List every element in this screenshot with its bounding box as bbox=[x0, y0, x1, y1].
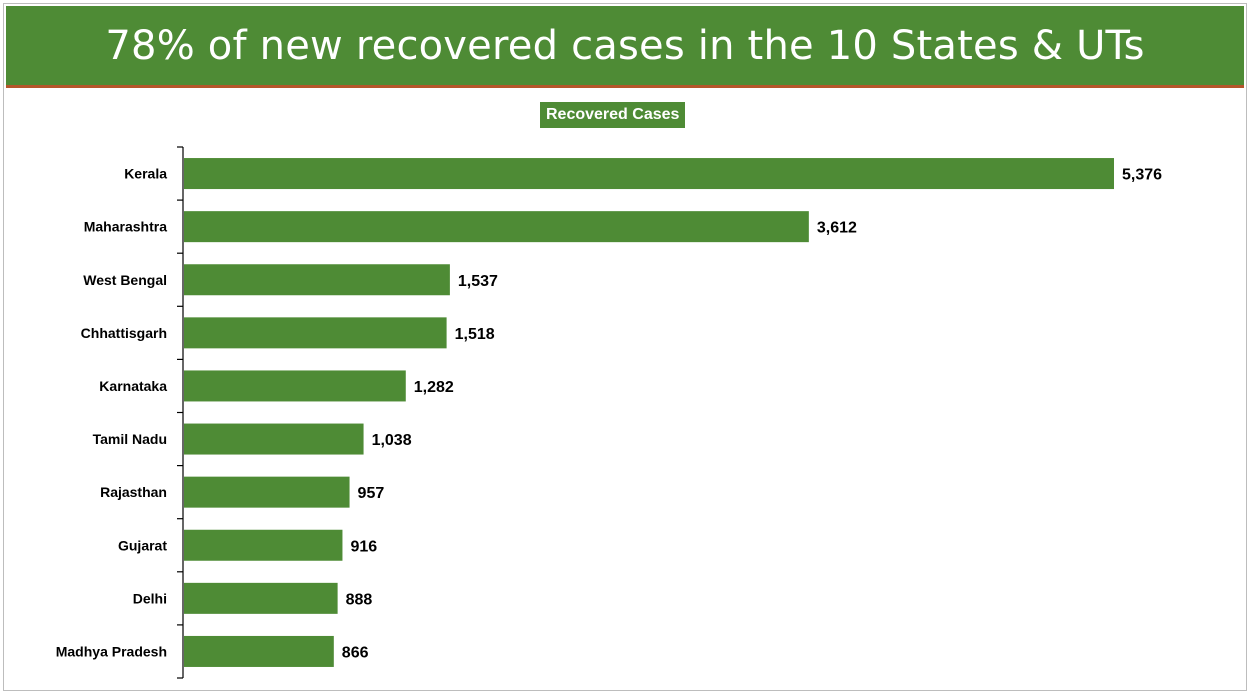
bar bbox=[184, 317, 447, 349]
data-label: 1,038 bbox=[372, 432, 412, 449]
category-label: Gujarat bbox=[118, 537, 167, 553]
title-banner: 78% of new recovered cases in the 10 Sta… bbox=[6, 6, 1244, 88]
data-label: 3,612 bbox=[817, 220, 857, 237]
bar bbox=[184, 264, 450, 296]
data-label: 957 bbox=[358, 485, 385, 502]
data-label: 1,537 bbox=[458, 273, 498, 290]
bar bbox=[184, 582, 338, 614]
category-label: Maharashtra bbox=[84, 219, 167, 235]
bar bbox=[184, 370, 406, 402]
category-label: Tamil Nadu bbox=[93, 431, 167, 447]
category-label: Karnataka bbox=[99, 378, 167, 394]
chart-title: 78% of new recovered cases in the 10 Sta… bbox=[105, 22, 1145, 69]
data-label: 916 bbox=[350, 538, 377, 555]
bar bbox=[184, 529, 343, 561]
data-label: 1,518 bbox=[455, 326, 495, 343]
category-label: Madhya Pradesh bbox=[56, 643, 167, 659]
data-label: 888 bbox=[346, 591, 373, 608]
category-label: Chhattisgarh bbox=[81, 325, 167, 341]
bar bbox=[184, 423, 364, 455]
data-label: 866 bbox=[342, 644, 369, 661]
bar bbox=[184, 211, 809, 243]
category-label: Rajasthan bbox=[100, 484, 167, 500]
bar bbox=[184, 158, 1114, 190]
category-label: West Bengal bbox=[83, 272, 167, 288]
data-label: 1,282 bbox=[414, 379, 454, 396]
category-label: Delhi bbox=[133, 590, 167, 606]
bar bbox=[184, 476, 350, 508]
bar bbox=[184, 635, 334, 667]
legend-recovered-cases: Recovered Cases bbox=[540, 102, 686, 128]
data-label: 5,376 bbox=[1122, 167, 1162, 184]
category-label: Kerala bbox=[124, 166, 167, 182]
